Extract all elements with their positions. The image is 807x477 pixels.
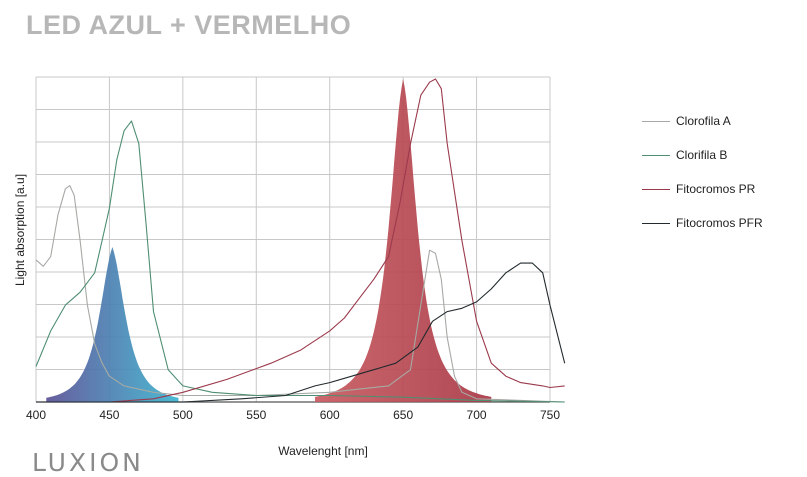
- series-line-fitocromos-pr: [36, 78, 565, 403]
- legend-item: Clorifila B: [642, 138, 802, 172]
- led-red-emission: [315, 79, 492, 402]
- legend-swatch: [642, 222, 670, 224]
- led-emission-areas: [46, 79, 492, 402]
- x-tick-labels: 400 450 500 550 600 650 700 750: [26, 408, 560, 422]
- legend-label: Fitocromos PFR: [676, 216, 763, 230]
- page-title: LED AZUL + VERMELHO: [26, 10, 352, 40]
- led-blue-emission: [46, 247, 179, 402]
- legend-label: Clorifila B: [676, 148, 728, 162]
- x-tick-label: 400: [26, 408, 46, 422]
- legend-label: Clorofila A: [676, 114, 731, 128]
- series-lines: [35, 78, 566, 403]
- x-tick-label: 700: [467, 408, 487, 422]
- series-line-clorofila-a: [35, 185, 565, 403]
- legend-item: Fitocromos PR: [642, 172, 802, 206]
- legend-swatch: [642, 154, 670, 156]
- legend-label: Fitocromos PR: [676, 182, 756, 196]
- y-axis-label: Light absorption [a.u]: [13, 174, 27, 286]
- chart-legend: Clorofila A Clorifila B Fitocromos PR Fitoc…: [642, 104, 802, 240]
- x-tick-label: 600: [320, 408, 340, 422]
- legend-item: Clorofila A: [642, 104, 802, 138]
- legend-swatch: [642, 188, 670, 190]
- x-tick-label: 450: [99, 408, 119, 422]
- series-line-clorifila-b: [35, 120, 565, 403]
- x-tick-label: 750: [540, 408, 560, 422]
- brand-logo: LUXION: [32, 448, 144, 477]
- x-tick-label: 500: [173, 408, 193, 422]
- series-line-fitocromos-pfr: [36, 262, 566, 403]
- x-axis-label: Wavelenght [nm]: [278, 444, 368, 458]
- legend-item: Fitocromos PFR: [642, 206, 802, 240]
- legend-swatch: [642, 120, 670, 122]
- x-tick-label: 550: [246, 408, 266, 422]
- x-tick-label: 650: [393, 408, 413, 422]
